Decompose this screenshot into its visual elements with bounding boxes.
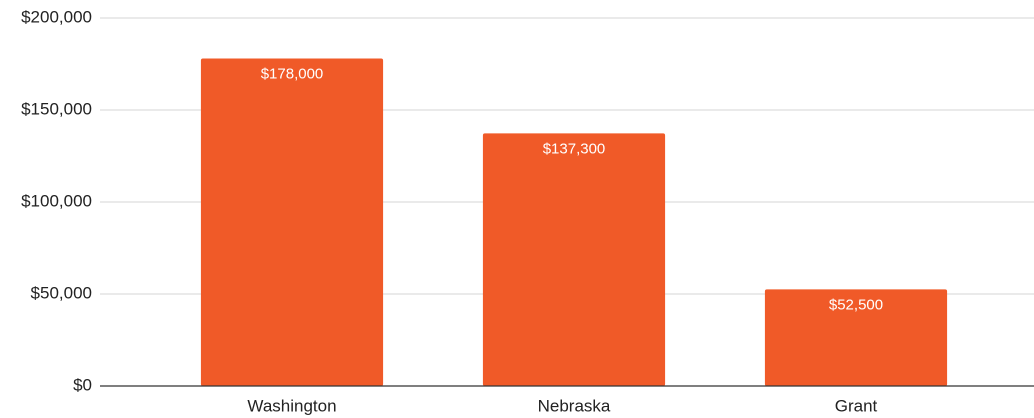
- y-tick-label: $150,000: [21, 99, 92, 118]
- bar: [200, 58, 384, 386]
- bar: [482, 133, 666, 386]
- bar: [764, 289, 948, 386]
- x-tick-label: Grant: [835, 396, 878, 415]
- y-tick-label: $100,000: [21, 191, 92, 210]
- value-label: $52,500: [829, 296, 883, 313]
- y-tick-label: $50,000: [31, 283, 92, 302]
- value-label: $178,000: [261, 65, 324, 82]
- x-tick-label: Nebraska: [538, 396, 611, 415]
- x-tick-label: Washington: [247, 396, 336, 415]
- y-tick-label: $200,000: [21, 7, 92, 26]
- value-label: $137,300: [543, 140, 606, 157]
- y-tick-label: $0: [73, 375, 92, 394]
